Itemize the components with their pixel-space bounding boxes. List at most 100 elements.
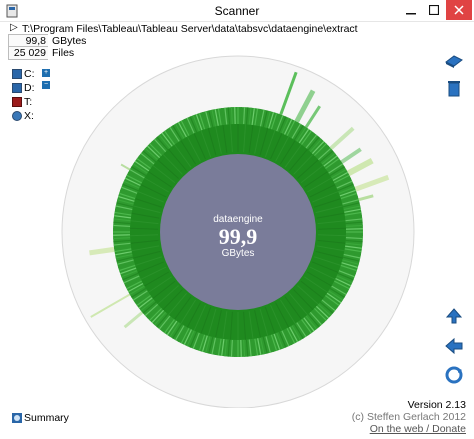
ring-segment[interactable] [142,150,157,163]
ring-segment[interactable] [303,317,315,332]
ring-inner-segment[interactable] [270,304,283,331]
ring-inner-segment[interactable] [315,250,343,259]
ring-segment[interactable] [172,125,183,141]
ring-segment[interactable] [245,107,249,125]
ring-segment[interactable] [116,256,134,262]
ring-segment[interactable] [305,134,318,149]
ring-segment[interactable] [115,205,133,211]
maximize-button[interactable] [424,0,444,20]
ring-segment[interactable] [158,134,171,149]
ring-segment[interactable] [224,107,228,125]
ring-segment[interactable] [116,202,134,208]
ring-segment[interactable] [153,311,167,326]
ring-segment[interactable] [158,315,171,330]
ring-segment[interactable] [289,121,299,138]
ring-inner-segment[interactable] [131,212,160,219]
ring-segment[interactable] [201,111,208,129]
close-button[interactable] [446,0,472,20]
ring-segment[interactable] [113,242,131,246]
ring-segment[interactable] [341,262,359,269]
ring-segment[interactable] [180,327,190,344]
ring-inner-segment[interactable] [309,184,336,198]
ring-inner-segment[interactable] [259,128,269,156]
ring-segment[interactable] [114,248,132,253]
ring-inner-segment[interactable] [313,256,341,266]
ring-inner-segment[interactable] [304,276,328,293]
ring-segment[interactable] [344,208,362,213]
ring-segment[interactable] [296,322,307,338]
ring-inner-segment[interactable] [207,308,217,336]
ring-segment[interactable] [305,315,318,330]
ring-segment[interactable] [340,192,358,200]
ring-segment[interactable] [146,305,161,319]
ring-segment[interactable] [254,108,259,126]
ring-segment[interactable] [124,277,141,287]
ring-inner-segment[interactable] [135,256,163,266]
ring-segment[interactable] [134,160,150,172]
outer-segment[interactable] [354,174,390,192]
outer-segment[interactable] [358,194,374,202]
ring-segment[interactable] [317,147,332,161]
ring-segment[interactable] [217,108,222,126]
ring-segment[interactable] [336,275,353,284]
ring-segment[interactable] [214,108,219,126]
ring-segment[interactable] [313,143,327,157]
ring-inner-segment[interactable] [222,124,228,153]
ring-segment[interactable] [251,107,255,126]
ring-inner-segment[interactable] [264,130,276,157]
ring-segment[interactable] [136,158,151,170]
drive-item-d[interactable]: D: [12,82,35,94]
ring-segment[interactable] [205,336,211,353]
ring-segment[interactable] [113,218,131,222]
ring-inner-segment[interactable] [168,292,187,316]
summary-item[interactable]: Summary [12,412,69,424]
ring-segment[interactable] [166,320,178,336]
sunburst-chart[interactable]: dataengine 99,9 GBytes [40,52,430,408]
ring-segment[interactable] [113,221,131,225]
ring-inner-segment[interactable] [193,133,206,160]
ring-inner-segment[interactable] [264,307,276,334]
drive-item-c[interactable]: C: [12,68,35,80]
ring-segment[interactable] [201,335,208,353]
ring-segment[interactable] [205,111,211,128]
ring-segment[interactable] [117,195,135,202]
ring-inner-segment[interactable] [317,227,346,230]
ring-segment[interactable] [319,301,334,314]
ring-inner-segment[interactable] [200,307,212,334]
ring-segment[interactable] [224,339,228,357]
ring-segment[interactable] [123,275,140,284]
ring-segment[interactable] [340,264,358,272]
ring-segment[interactable] [189,116,198,133]
ring-segment[interactable] [192,115,200,132]
ring-inner-segment[interactable] [140,266,167,280]
ring-segment[interactable] [189,331,198,348]
ring-inner-segment[interactable] [215,126,222,154]
ring-segment[interactable] [180,120,190,137]
outer-segment[interactable] [279,71,298,116]
ring-segment[interactable] [262,110,268,128]
ring-inner-segment[interactable] [133,205,161,214]
ring-segment[interactable] [270,334,278,352]
ring-segment[interactable] [343,253,361,259]
ring-segment[interactable] [251,338,255,357]
ring-segment[interactable] [265,336,271,353]
ring-segment[interactable] [254,338,259,356]
ring-segment[interactable] [243,339,246,357]
ring-segment[interactable] [122,272,139,281]
ring-segment[interactable] [337,272,354,281]
save-icon[interactable] [444,52,464,70]
ring-inner-segment[interactable] [275,136,290,162]
ring-segment[interactable] [211,109,217,127]
ring-segment[interactable] [307,313,320,328]
ring-segment[interactable] [328,163,344,174]
ring-segment[interactable] [315,145,330,159]
ring-segment[interactable] [344,248,362,253]
ring-segment[interactable] [345,239,363,243]
ring-inner-segment[interactable] [254,310,261,338]
ring-segment[interactable] [257,108,262,126]
ring-inner-segment[interactable] [135,198,163,208]
ring-segment[interactable] [172,323,183,339]
ring-segment[interactable] [166,128,178,144]
ring-segment[interactable] [146,145,161,159]
ring-segment[interactable] [331,168,347,179]
